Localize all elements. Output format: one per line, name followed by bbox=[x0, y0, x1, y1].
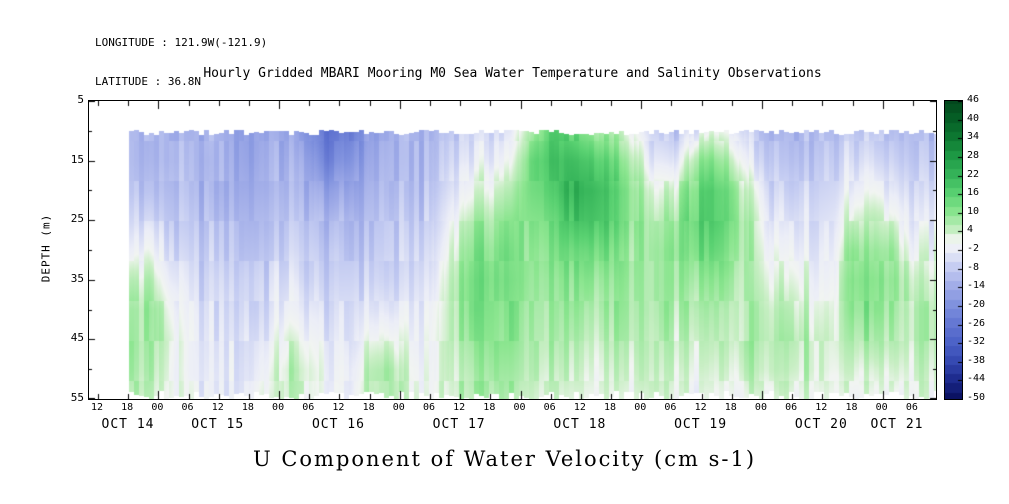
x-hour-tick-label: 12 bbox=[211, 402, 224, 413]
x-hour-tick-label: 12 bbox=[453, 402, 466, 413]
x-date-label: OCT 21 bbox=[870, 417, 924, 432]
x-date-label: OCT 19 bbox=[674, 417, 728, 432]
x-date-label: OCT 14 bbox=[101, 417, 155, 432]
x-date-label: OCT 16 bbox=[311, 417, 365, 432]
x-hour-tick-label: 00 bbox=[513, 402, 526, 413]
x-hour-tick-label: 18 bbox=[845, 402, 858, 413]
colorbar-tick-label: -38 bbox=[967, 354, 986, 366]
colorbar-tick-label: -20 bbox=[967, 298, 986, 310]
colorbar bbox=[944, 100, 963, 400]
colorbar-tick-label: 4 bbox=[967, 224, 974, 236]
x-hour-tick-label: 12 bbox=[815, 402, 828, 413]
colorbar-tick-label: 16 bbox=[967, 187, 980, 199]
x-hour-tick-label: 06 bbox=[785, 402, 798, 413]
x-hour-tick-label: 06 bbox=[181, 402, 194, 413]
colorbar-tick-label: 34 bbox=[967, 131, 980, 143]
x-hour-tick-label: 18 bbox=[724, 402, 737, 413]
y-tick-label: 15 bbox=[70, 152, 84, 166]
x-hour-tick-label: 18 bbox=[604, 402, 617, 413]
x-hour-tick-label: 12 bbox=[90, 402, 104, 413]
x-hour-tick-label: 06 bbox=[422, 402, 435, 413]
x-hour-tick-label: 00 bbox=[272, 402, 285, 413]
colorbar-tick-label: 46 bbox=[967, 94, 980, 105]
y-tick-label: 35 bbox=[70, 271, 84, 285]
meta-latitude: LATITUDE : 36.8N bbox=[95, 75, 201, 88]
meta-longitude: LONGITUDE : 121.9W(-121.9) bbox=[95, 36, 268, 49]
x-hour-tick-label: 00 bbox=[151, 402, 164, 413]
x-date-label: OCT 15 bbox=[191, 417, 245, 432]
x-date-label: OCT 18 bbox=[553, 417, 607, 432]
x-hour-tick-label: 00 bbox=[392, 402, 405, 413]
colorbar-tick-label: 28 bbox=[967, 149, 980, 161]
x-hour-tick-label: 06 bbox=[905, 402, 918, 413]
x-hour-tick-label: 00 bbox=[875, 402, 888, 413]
x-hour-tick-label: 18 bbox=[483, 402, 496, 413]
x-hour-tick-label: 12 bbox=[694, 402, 707, 413]
x-hour-tick-label: 12 bbox=[573, 402, 586, 413]
colorbar-tick-label: -14 bbox=[967, 280, 986, 292]
x-hour-tick-label: 00 bbox=[754, 402, 767, 413]
y-tick-label: 55 bbox=[70, 391, 84, 404]
colorbar-tick-label: -44 bbox=[967, 373, 986, 385]
chart-title: U Component of Water Velocity (cm s-1) bbox=[252, 447, 757, 471]
y-axis-label: DEPTH (m) bbox=[39, 213, 53, 283]
x-hour-tick-label: 06 bbox=[302, 402, 315, 413]
colorbar-tick-label: -26 bbox=[967, 317, 986, 329]
x-date-label: OCT 20 bbox=[794, 417, 848, 432]
x-hour-tick-label: 06 bbox=[543, 402, 556, 413]
x-hour-labels: 12 18 00 06 12 18 00 06 12 18 00 06 12 18 00 06 12 18 00 06… bbox=[0, 402, 1009, 415]
y-tick-label: 45 bbox=[70, 331, 84, 345]
x-hour-tick-label: 00 bbox=[634, 402, 647, 413]
x-date-label: OCT 17 bbox=[432, 417, 486, 432]
colorbar-tick-label: -2 bbox=[967, 243, 980, 254]
plot-area bbox=[88, 100, 937, 400]
colorbar-tick-label: -8 bbox=[967, 261, 980, 273]
colorbar-tick-label: 10 bbox=[967, 205, 980, 217]
y-tick-label: 25 bbox=[70, 212, 84, 226]
x-hour-tick-label: 18 bbox=[362, 402, 375, 413]
x-hour-tick-label: 18 bbox=[121, 402, 134, 413]
plot-canvas bbox=[89, 101, 936, 399]
x-hour-tick-label: 12 bbox=[332, 402, 345, 413]
x-hour-tick-label: 18 bbox=[241, 402, 254, 413]
colorbar-tick-label: -32 bbox=[967, 336, 986, 348]
x-date-labels: OCT 14 OCT 15 OCT 16 OCT 17 OCT 18 OCT 19 OCT … bbox=[0, 417, 1009, 433]
y-tick-label: 5 bbox=[77, 93, 84, 106]
colorbar-tick-label: 40 bbox=[967, 112, 980, 124]
colorbar-tick-label: -50 bbox=[967, 392, 986, 403]
x-hour-tick-label: 06 bbox=[664, 402, 677, 413]
colorbar-tick-label: 22 bbox=[967, 168, 980, 180]
colorbar-canvas bbox=[945, 101, 962, 399]
chart-suptitle: Hourly Gridded MBARI Mooring M0 Sea Wate… bbox=[203, 66, 822, 81]
